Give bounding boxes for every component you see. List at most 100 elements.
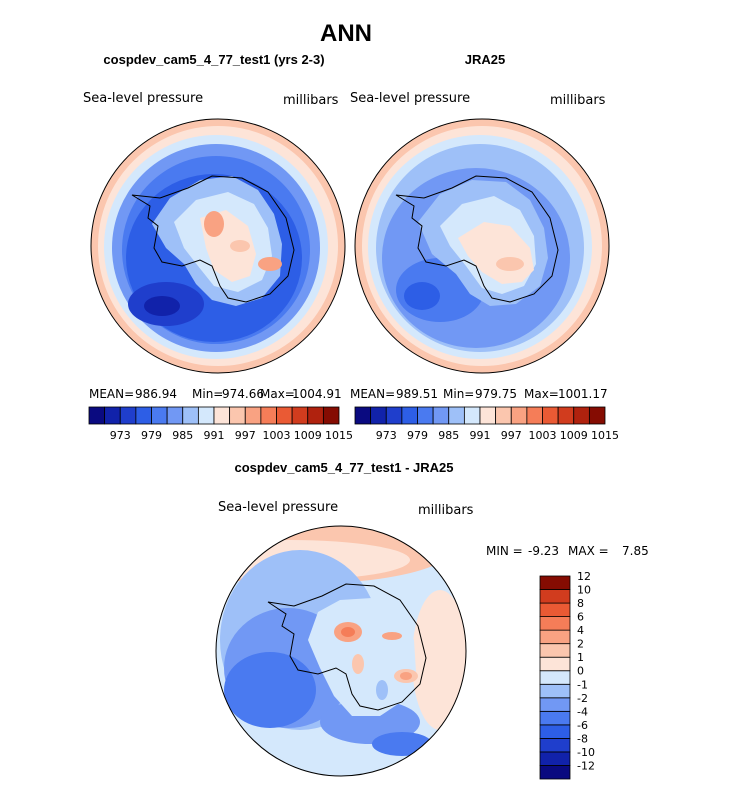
colorbar-model-swatch (104, 406, 121, 425)
colorbar-model-tick-label: 985 (172, 429, 193, 442)
colorbar-model: 973 979 985 991 997 1003 1009 1015 (88, 406, 353, 442)
colorbar-model-tick-label: 997 (235, 429, 256, 442)
colorbar-obs-swatch (401, 406, 418, 425)
stats-obs: MEAN= 989.51 Min= 979.75 Max= 1001.17 (350, 387, 608, 401)
stat-max-label-model: Max= (260, 387, 295, 401)
colorbar-diff-swatch (539, 602, 571, 617)
colorbar-diff-tick-label: 1 (577, 651, 584, 664)
colorbar-diff-swatch (539, 589, 571, 604)
colorbar-diff-tick-label: -1 (577, 678, 588, 691)
colorbar-diff-tick-label: -6 (577, 719, 588, 732)
polar-map-obs (354, 118, 610, 374)
colorbar-model-tick-label: 1015 (325, 429, 353, 442)
variable-label-diff: Sea-level pressure (218, 500, 338, 515)
colorbar-obs-swatch (370, 406, 387, 425)
colorbar-diff-swatch (539, 751, 571, 766)
colorbar-obs-swatch (510, 406, 528, 425)
colorbar-diff-swatch (539, 616, 571, 631)
colorbar-model-swatch (166, 406, 184, 425)
colorbar-obs-tick-label: 1003 (529, 429, 557, 442)
colorbar-obs-tick-label: 991 (470, 429, 491, 442)
stat-min-value-obs: 979.75 (475, 387, 517, 401)
colorbar-model-swatch (135, 406, 152, 425)
colorbar-obs-swatch (479, 406, 497, 425)
colorbar-diff-tick-label: 12 (577, 570, 591, 583)
colorbar-model-swatch (307, 406, 324, 425)
colorbar-model-tick-label: 991 (204, 429, 225, 442)
colorbar-obs-swatch (448, 406, 465, 425)
colorbar-model-swatch (197, 406, 215, 425)
colorbar-diff-tick-label: 2 (577, 638, 584, 651)
stat-min-label-model: Min= (192, 387, 223, 401)
variable-label-model: Sea-level pressure (83, 91, 203, 106)
colorbar-diff-swatch (539, 670, 571, 685)
colorbar-diff-tick-label: 8 (577, 597, 584, 610)
variable-label-obs: Sea-level pressure (350, 91, 470, 106)
colorbar-obs-swatch (432, 406, 450, 425)
colorbar-obs-swatch (573, 406, 590, 425)
figure-title: ANN (320, 20, 372, 47)
stat-min-label-obs: Min= (443, 387, 474, 401)
colorbar-diff-swatch (539, 724, 571, 739)
stat-mean-value-model: 986.94 (135, 387, 177, 401)
colorbar-obs-tick-label: 973 (376, 429, 397, 442)
colorbar-diff-tick-label: -8 (577, 732, 588, 745)
colorbar-model-tick-label: 979 (141, 429, 162, 442)
polar-map-diff (215, 525, 467, 777)
colorbar-model-swatch (276, 406, 293, 425)
stat-max-value-obs: 1001.17 (558, 387, 608, 401)
colorbar-model-swatch (151, 406, 168, 425)
colorbar-diff-swatch (539, 710, 571, 726)
colorbar-diff-tick-label: -10 (577, 746, 595, 759)
colorbar-diff-tick-label: 6 (577, 611, 584, 624)
units-label-obs: millibars (550, 93, 606, 108)
diff-max-label: MAX = (568, 544, 609, 558)
diff-min-label: MIN = (486, 544, 523, 558)
stat-max-value-model: 1004.91 (292, 387, 342, 401)
stat-min-value-model: 974.66 (222, 387, 264, 401)
polar-map-model (90, 118, 346, 374)
colorbar-diff-tick-label: -4 (577, 705, 588, 718)
colorbar-model-tick-label: 1003 (263, 429, 291, 442)
units-label-model: millibars (283, 93, 339, 108)
colorbar-diff-swatch (539, 629, 571, 645)
colorbar-diff-swatch (539, 738, 571, 753)
colorbar-diff-swatch (539, 697, 571, 712)
panel-title-model: cospdev_cam5_4_77_test1 (yrs 2-3) (103, 52, 324, 67)
colorbar-model-swatch (182, 406, 199, 425)
colorbar-model-swatch (260, 406, 277, 425)
colorbar-diff-tick-label: -12 (577, 759, 595, 772)
colorbar-obs-tick-label: 1009 (560, 429, 588, 442)
colorbar-obs-swatch (495, 406, 512, 425)
colorbar-model-tick-label: 1009 (294, 429, 322, 442)
colorbar-obs-swatch (354, 406, 372, 425)
stat-mean-label-model: MEAN= (89, 387, 134, 401)
diff-min-value: -9.23 (528, 544, 559, 558)
colorbar-model-swatch (229, 406, 246, 425)
colorbar-obs-swatch (463, 406, 481, 425)
colorbar-diff-swatch (539, 765, 571, 780)
stat-mean-label-obs: MEAN= (350, 387, 395, 401)
colorbar-obs-tick-label: 1015 (591, 429, 619, 442)
colorbar-model-swatch (291, 406, 309, 425)
diff-panel-title: cospdev_cam5_4_77_test1 - JRA25 (235, 460, 454, 475)
colorbar-obs-swatch (526, 406, 543, 425)
diff-max-value: 7.85 (622, 544, 649, 558)
colorbar-obs-tick-label: 985 (438, 429, 459, 442)
colorbar-model-swatch (88, 406, 106, 425)
colorbar-diff-swatch (539, 575, 571, 590)
colorbar-model-swatch (322, 406, 340, 425)
colorbar-diff-swatch (539, 643, 571, 658)
colorbar-diff-tick-label: -2 (577, 692, 588, 705)
colorbar-diff-tick-label: 0 (577, 665, 584, 678)
stat-mean-value-obs: 989.51 (396, 387, 438, 401)
colorbar-diff-tick-label: 4 (577, 624, 584, 637)
colorbar-obs-tick-label: 997 (501, 429, 522, 442)
colorbar-obs-swatch (557, 406, 575, 425)
colorbar-model-swatch (244, 406, 262, 425)
colorbar-obs: 973 979 985 991 997 1003 1009 1015 (354, 406, 619, 442)
colorbar-model-tick-label: 973 (110, 429, 131, 442)
colorbar-diff-swatch (539, 683, 571, 699)
